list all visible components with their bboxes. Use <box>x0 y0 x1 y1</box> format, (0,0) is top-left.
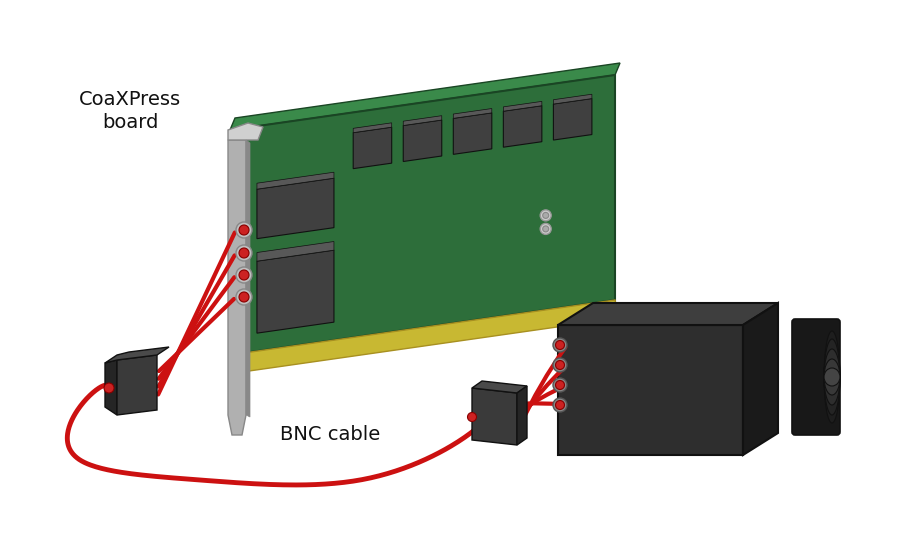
Polygon shape <box>554 94 592 104</box>
Circle shape <box>540 223 551 234</box>
Polygon shape <box>403 120 442 162</box>
Polygon shape <box>246 140 250 417</box>
Polygon shape <box>353 123 392 133</box>
Circle shape <box>553 358 567 372</box>
Circle shape <box>239 292 249 302</box>
Circle shape <box>467 412 476 421</box>
Circle shape <box>236 267 252 283</box>
Polygon shape <box>503 106 542 147</box>
Polygon shape <box>257 250 334 333</box>
Polygon shape <box>228 140 246 435</box>
Polygon shape <box>503 101 542 111</box>
Polygon shape <box>353 127 392 169</box>
Polygon shape <box>558 303 778 325</box>
Ellipse shape <box>824 359 840 395</box>
Ellipse shape <box>824 349 840 405</box>
Text: BNC cable: BNC cable <box>280 426 380 444</box>
Text: CoaXPress
board: CoaXPress board <box>79 90 181 133</box>
Polygon shape <box>472 388 517 445</box>
Circle shape <box>543 226 549 232</box>
Circle shape <box>553 378 567 392</box>
Polygon shape <box>105 347 169 363</box>
Circle shape <box>104 383 114 393</box>
Circle shape <box>553 338 567 352</box>
FancyBboxPatch shape <box>792 319 840 435</box>
Polygon shape <box>257 172 334 189</box>
Ellipse shape <box>824 331 840 423</box>
Circle shape <box>239 248 249 258</box>
Circle shape <box>543 212 549 218</box>
Circle shape <box>239 270 249 280</box>
Polygon shape <box>105 360 117 415</box>
Polygon shape <box>257 241 334 261</box>
Polygon shape <box>454 113 491 155</box>
Polygon shape <box>743 303 778 455</box>
Polygon shape <box>558 325 743 455</box>
Circle shape <box>236 245 252 261</box>
Ellipse shape <box>824 339 840 415</box>
Polygon shape <box>230 63 620 130</box>
Circle shape <box>555 360 564 370</box>
Circle shape <box>555 381 564 389</box>
Polygon shape <box>454 108 491 118</box>
Polygon shape <box>517 386 527 445</box>
Circle shape <box>555 340 564 349</box>
Polygon shape <box>117 355 157 415</box>
Polygon shape <box>230 75 615 355</box>
Polygon shape <box>228 123 263 140</box>
Circle shape <box>540 210 551 221</box>
Polygon shape <box>472 381 527 393</box>
Circle shape <box>236 222 252 238</box>
Polygon shape <box>554 98 592 140</box>
Circle shape <box>553 398 567 412</box>
Polygon shape <box>257 178 334 239</box>
Circle shape <box>239 225 249 235</box>
Polygon shape <box>403 116 442 125</box>
Polygon shape <box>230 300 620 373</box>
Circle shape <box>555 400 564 410</box>
Circle shape <box>236 289 252 305</box>
Ellipse shape <box>824 368 840 386</box>
